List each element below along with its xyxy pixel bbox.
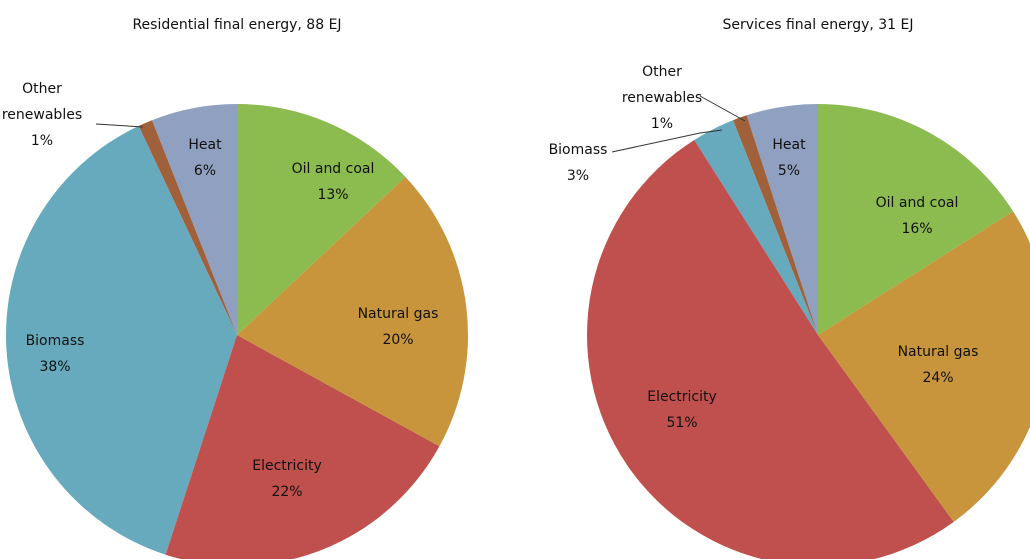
slice-label: Biomass 38% [0,328,155,380]
slice-value: 16% [901,221,933,237]
slice-label: Electricity 51% [582,384,782,436]
slice-name: Other renewables [621,64,703,106]
slice-name: Natural gas [897,344,979,360]
slice-value: 20% [382,332,414,348]
pie-slice [237,104,406,335]
slice-value: 38% [39,359,71,375]
pie-slice [732,115,818,336]
slice-name: Natural gas [357,306,439,322]
slice-label: Natural gas 20% [298,301,498,353]
slice-value: 51% [666,415,698,431]
slice-name: Biomass [25,333,85,349]
slice-name: Other renewables [1,81,83,123]
slice-name: Oil and coal [875,195,959,211]
pie-slice [587,139,954,559]
leader-line [611,129,723,153]
slice-name: Electricity [252,458,322,474]
pie-slice [151,104,237,335]
slice-value: 1% [650,116,674,132]
pie-slice [138,120,237,335]
slice-value: 22% [271,484,303,500]
slice-label: Heat 5% [689,132,889,184]
pie-slice [6,125,237,555]
slice-name: Biomass [548,142,608,158]
slice-label: Oil and coal 13% [233,156,433,208]
slice-label: Other renewables 1% [617,59,707,137]
pie-slice [165,335,440,559]
slice-value: 24% [922,370,954,386]
slice-label: Natural gas 24% [838,339,1030,391]
pie-slice [237,176,468,447]
pie-slice [818,211,1030,522]
slice-label: Heat 6% [105,132,305,184]
slice-value: 5% [777,163,801,179]
slice-label: Other renewables 1% [0,76,87,154]
slice-value: 3% [566,168,590,184]
slice-label: Oil and coal 16% [817,190,1017,242]
slice-value: 6% [193,163,217,179]
slice-name: Heat [188,137,222,153]
slice-label: Biomass 3% [478,137,678,189]
chart-title: Residential final energy, 88 EJ [132,17,342,33]
chart-title: Services final energy, 31 EJ [722,17,914,33]
slice-value: 13% [317,187,349,203]
slice-value: 1% [30,133,54,149]
pie-slice [746,104,818,335]
leader-line [95,123,144,128]
leader-line [699,95,746,122]
pie-slice [818,104,1014,335]
pie-slice [694,120,818,335]
slice-name: Oil and coal [291,161,375,177]
slice-label: Electricity 22% [187,453,387,505]
slice-name: Heat [772,137,806,153]
slice-name: Electricity [647,389,717,405]
